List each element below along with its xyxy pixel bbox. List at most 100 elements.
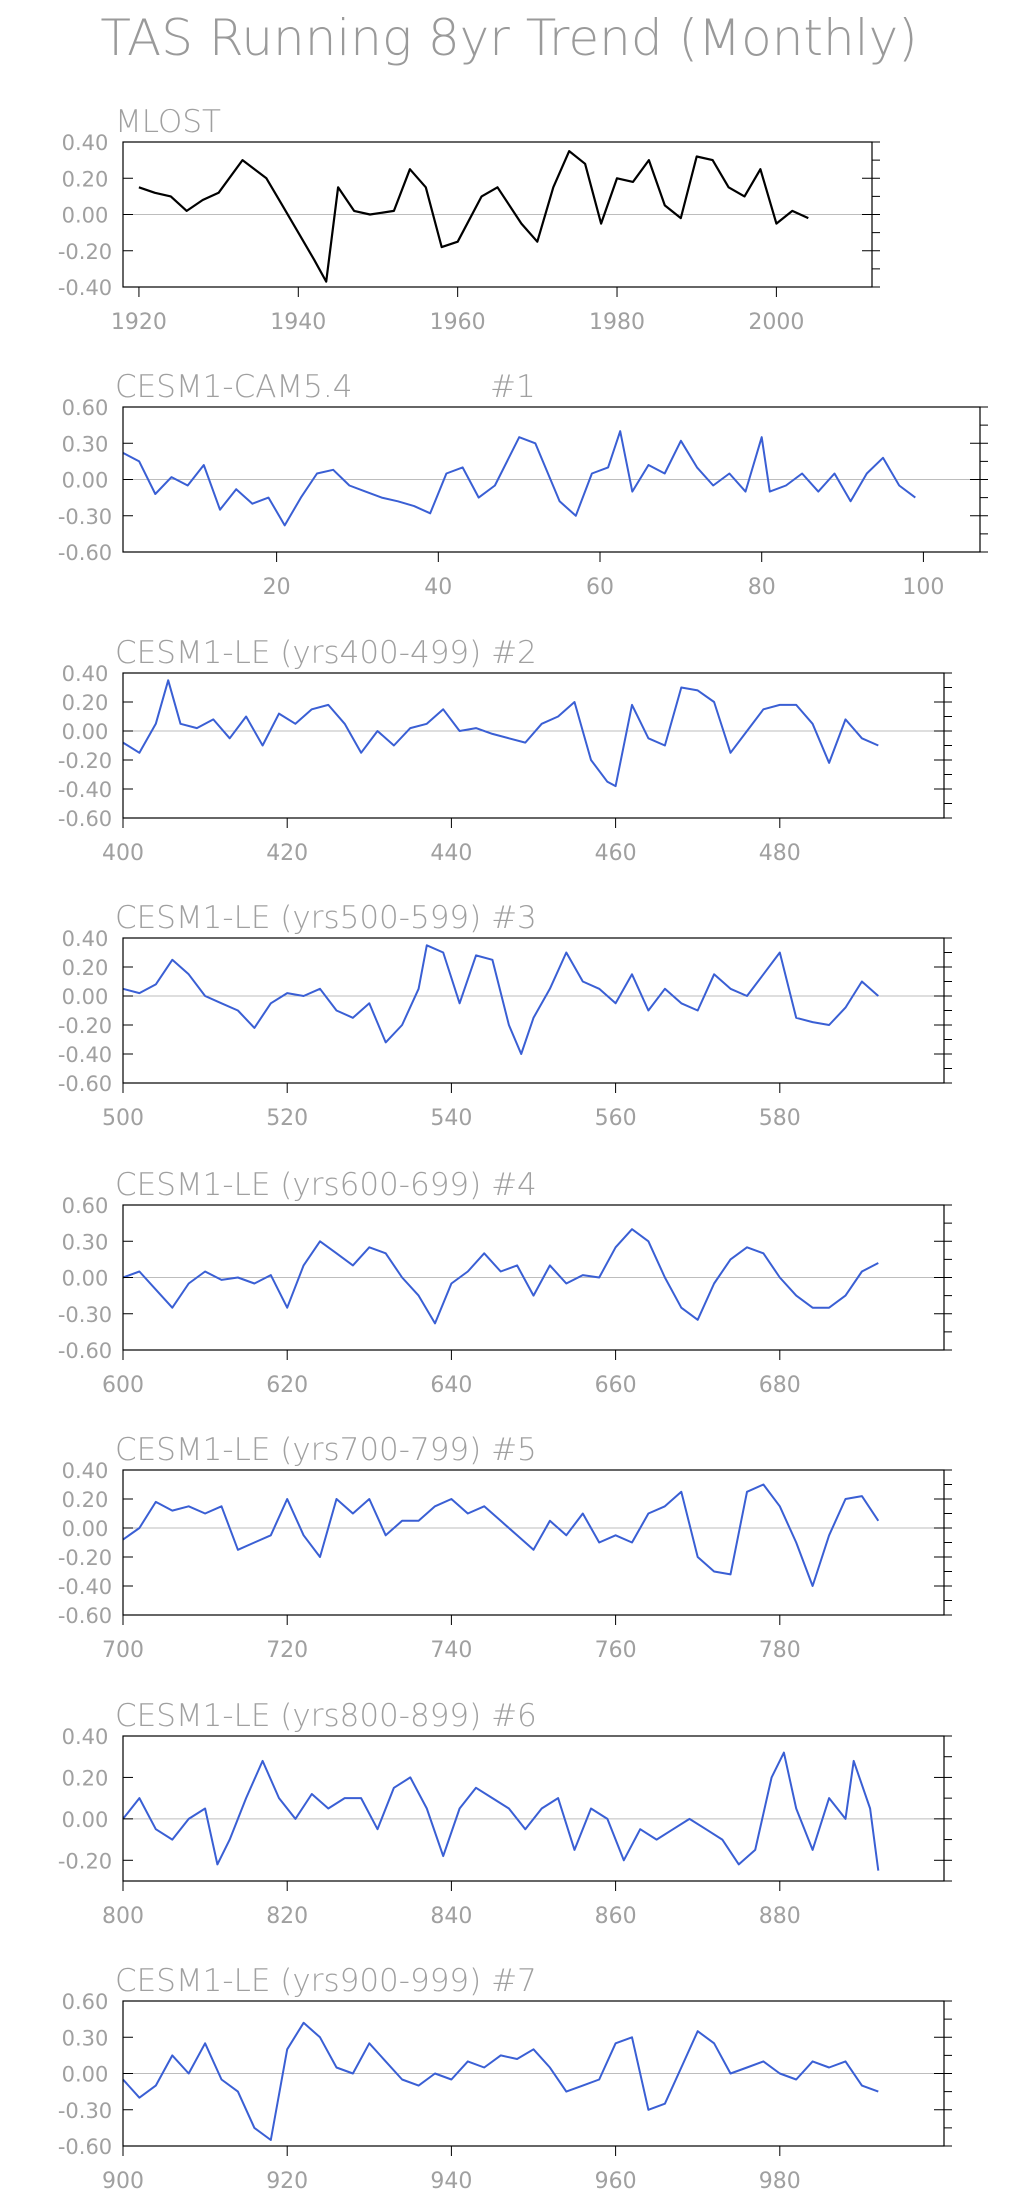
x-tick-label: 440 <box>430 841 472 866</box>
series-line <box>122 430 916 527</box>
y-tick-label: -0.20 <box>58 1014 112 1038</box>
y-tick-label: 0.20 <box>62 1766 109 1790</box>
panel-title: CESM1-LE (yrs400-499) #2 <box>115 635 537 671</box>
panel-7: CESM1-LE (yrs800-899) #60.40 0.20 0.00 -0.2… <box>58 1698 952 1929</box>
y-tick-label: 0.00 <box>62 1267 109 1291</box>
panel-5: CESM1-LE (yrs600-699) #40.60 0.30 0.00 -0.3… <box>58 1167 952 1398</box>
y-tick-label: 0.20 <box>62 1488 109 1512</box>
y-tick-label: 0.00 <box>62 469 109 493</box>
series-line <box>122 1228 879 1325</box>
x-tick-label: 60 <box>586 575 614 600</box>
x-tick-label: 900 <box>102 2169 144 2194</box>
x-tick-label: 2000 <box>748 310 804 335</box>
panel-title: CESM1-LE (yrs500-599) #3 <box>115 900 537 936</box>
plot-frame <box>122 937 945 1084</box>
panel-run-label: #1 <box>490 369 536 405</box>
y-tick-label: -0.30 <box>58 2099 112 2123</box>
x-tick-label: 920 <box>266 2169 308 2194</box>
series-line <box>122 944 879 1055</box>
y-tick-label: -0.30 <box>58 505 112 529</box>
x-tick-label: 600 <box>102 1373 144 1398</box>
y-tick-label: 0.60 <box>62 1194 109 1218</box>
x-tick-label: 960 <box>595 2169 637 2194</box>
series-line <box>138 150 809 283</box>
y-tick-label: 0.00 <box>62 1808 109 1832</box>
x-tick-label: 780 <box>759 1638 801 1663</box>
x-tick-label: 880 <box>759 1904 801 1929</box>
y-tick-label: -0.20 <box>58 1849 112 1873</box>
y-tick-label: -0.40 <box>58 276 112 300</box>
x-tick-label: 700 <box>102 1638 144 1663</box>
panel-6: CESM1-LE (yrs700-799) #50.40 0.20 0.00 -0.2… <box>58 1432 952 1663</box>
y-tick-label: -0.60 <box>58 541 112 565</box>
y-tick-label: 0.00 <box>62 204 109 228</box>
figure-title: TAS Running 8yr Trend (Monthly) <box>100 9 917 67</box>
panel-4: CESM1-LE (yrs500-599) #30.40 0.20 0.00 -0.2… <box>58 900 952 1131</box>
panel-title: CESM1-CAM5.4 <box>115 369 352 405</box>
x-tick-label: 20 <box>263 575 291 600</box>
x-tick-label: 100 <box>902 575 944 600</box>
x-tick-label: 980 <box>759 2169 801 2194</box>
x-tick-label: 720 <box>266 1638 308 1663</box>
x-tick-label: 1940 <box>270 310 326 335</box>
x-tick-label: 940 <box>430 2169 472 2194</box>
panel-title: MLOST <box>115 104 221 140</box>
x-tick-label: 660 <box>595 1373 637 1398</box>
x-tick-label: 760 <box>595 1638 637 1663</box>
x-tick-label: 420 <box>266 841 308 866</box>
x-tick-label: 640 <box>430 1373 472 1398</box>
y-tick-label: 0.40 <box>62 927 109 951</box>
x-tick-label: 840 <box>430 1904 472 1929</box>
y-tick-label: 0.00 <box>62 2063 109 2087</box>
x-tick-label: 820 <box>266 1904 308 1929</box>
panel-8: CESM1-LE (yrs900-999) #70.60 0.30 0.00 -0.3… <box>58 1963 952 2194</box>
x-tick-label: 40 <box>424 575 452 600</box>
y-tick-label: -0.60 <box>58 807 112 831</box>
y-tick-label: -0.60 <box>58 1072 112 1096</box>
y-tick-label: -0.60 <box>58 1339 112 1363</box>
x-tick-label: 1980 <box>589 310 645 335</box>
y-tick-label: 0.20 <box>62 956 109 980</box>
x-tick-label: 800 <box>102 1904 144 1929</box>
x-tick-label: 1920 <box>111 310 167 335</box>
y-tick-label: 0.30 <box>62 1230 109 1254</box>
y-tick-label: -0.40 <box>58 778 112 802</box>
plot-frame <box>122 1469 945 1616</box>
y-tick-label: 0.30 <box>62 432 109 456</box>
x-tick-label: 400 <box>102 841 144 866</box>
x-tick-label: 560 <box>595 1106 637 1131</box>
y-tick-label: 0.00 <box>62 985 109 1009</box>
x-tick-label: 500 <box>102 1106 144 1131</box>
y-tick-label: 0.60 <box>62 396 109 420</box>
y-tick-label: -0.40 <box>58 1575 112 1599</box>
y-tick-label: -0.20 <box>58 240 112 264</box>
y-tick-label: -0.20 <box>58 749 112 773</box>
y-tick-label: -0.20 <box>58 1546 112 1570</box>
y-tick-label: -0.60 <box>58 1604 112 1628</box>
x-tick-label: 80 <box>748 575 776 600</box>
series-line <box>122 679 879 788</box>
x-tick-label: 1960 <box>430 310 486 335</box>
y-tick-label: 0.00 <box>62 1517 109 1541</box>
series-line <box>122 1751 880 1871</box>
x-tick-label: 520 <box>266 1106 308 1131</box>
panel-2: CESM1-CAM5.4 #1 0.60 0.30 0.00 -0.30 -0.60 20 40… <box>58 369 988 600</box>
y-tick-label: 0.60 <box>62 1990 109 2014</box>
x-tick-label: 460 <box>595 841 637 866</box>
series-line <box>122 2021 879 2141</box>
x-tick-label: 680 <box>759 1373 801 1398</box>
x-tick-label: 740 <box>430 1638 472 1663</box>
y-tick-label: 0.40 <box>62 131 109 155</box>
y-tick-label: 0.30 <box>62 2026 109 2050</box>
y-tick-label: 0.20 <box>62 691 109 715</box>
x-tick-label: 580 <box>759 1106 801 1131</box>
x-tick-label: 860 <box>595 1904 637 1929</box>
x-tick-label: 540 <box>430 1106 472 1131</box>
x-tick-label: 620 <box>266 1373 308 1398</box>
panel-3: CESM1-LE (yrs400-499) #20.40 0.20 0.00 -0.2… <box>58 635 952 866</box>
panel-title: CESM1-LE (yrs700-799) #5 <box>115 1432 537 1468</box>
y-tick-label: 0.40 <box>62 1459 109 1483</box>
plot-frame <box>122 1735 945 1882</box>
